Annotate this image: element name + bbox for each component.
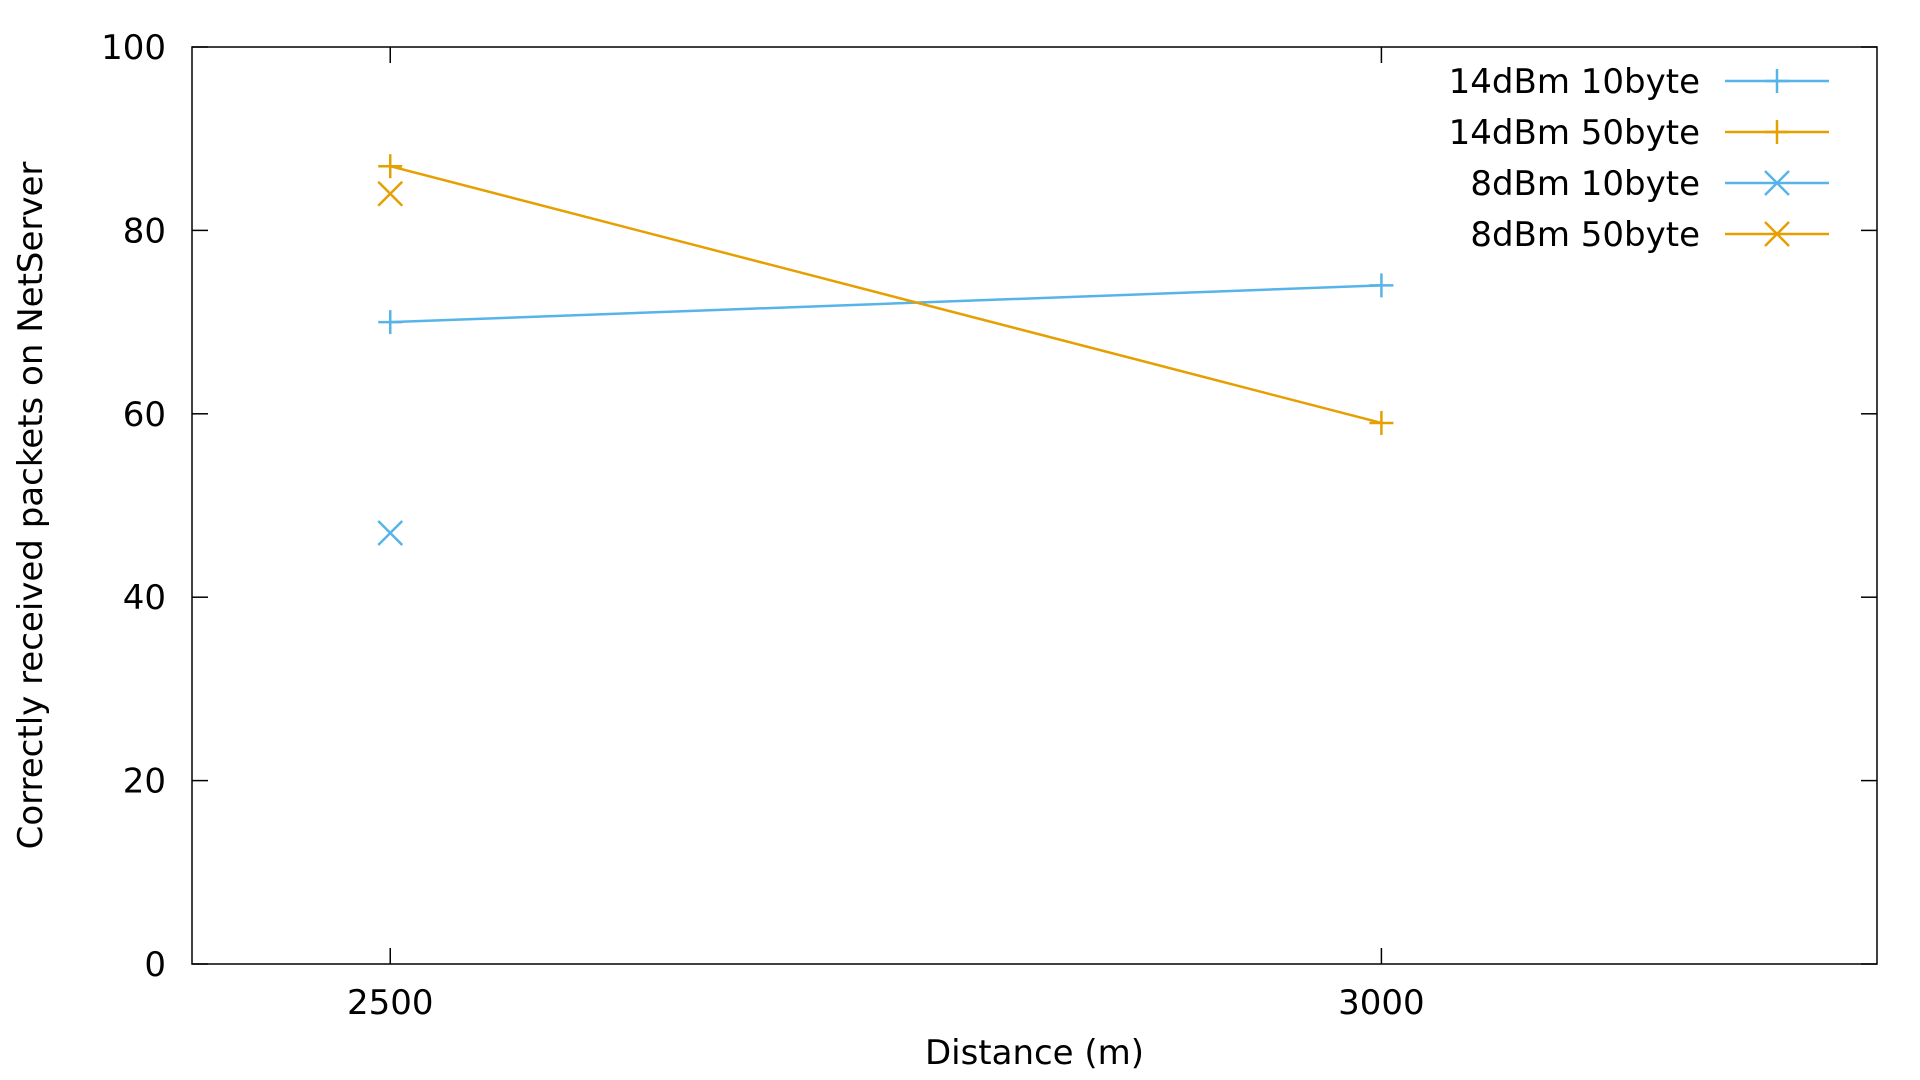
- legend-marker-d2: [1764, 170, 1790, 196]
- legend-marker: [1765, 69, 1789, 93]
- legend-entry: 8dBm 50byte: [1470, 215, 1829, 255]
- legend-marker: [1764, 221, 1790, 247]
- series-1: [378, 273, 1394, 335]
- series-layer: [377, 154, 1394, 546]
- plot-frame: [191, 46, 1878, 965]
- series-3: [377, 520, 404, 546]
- y-tick-label: 40: [123, 578, 166, 618]
- x-tick-label: 3000: [1338, 983, 1425, 1023]
- data-point: [378, 310, 403, 335]
- data-point: [377, 520, 404, 546]
- axis-ticks: [192, 46, 1877, 965]
- y-tick-label: 0: [144, 945, 166, 985]
- legend-marker: [1765, 120, 1789, 144]
- legend-label: 14dBm 10byte: [1449, 62, 1700, 102]
- legend-label: 8dBm 50byte: [1470, 215, 1700, 255]
- legend-marker-d2: [1764, 221, 1790, 247]
- x-tick-label: 2500: [347, 983, 434, 1023]
- y-tick-label: 60: [123, 395, 166, 435]
- series-line: [390, 284, 1382, 324]
- series-line: [389, 164, 1382, 425]
- legend-marker: [1764, 170, 1790, 196]
- y-axis-title: Correctly received packets on NetServer: [11, 162, 51, 850]
- legend-label: 8dBm 10byte: [1470, 164, 1700, 204]
- legend-entry: 14dBm 10byte: [1449, 62, 1829, 102]
- data-point-d2: [377, 180, 404, 207]
- y-tick-label: 100: [101, 28, 166, 68]
- y-tick-label: 20: [123, 762, 166, 802]
- series-4: [377, 180, 404, 207]
- series-2: [378, 154, 1394, 435]
- data-point-d2: [377, 520, 404, 546]
- x-axis-title: Distance (m): [925, 1033, 1144, 1073]
- y-tick-label: 80: [123, 211, 166, 251]
- data-point: [1369, 410, 1394, 435]
- legend: 14dBm 10byte 14dBm 50byte 8dBm 10byte 8dBm …: [1449, 62, 1829, 255]
- data-point: [1369, 273, 1394, 298]
- plot-area-border: [191, 46, 1878, 965]
- legend-entry: 14dBm 50byte: [1449, 113, 1829, 153]
- legend-entry: 8dBm 10byte: [1470, 164, 1829, 204]
- axis-tick-labels: 0 20 40 60 80 100 2500 3000: [101, 28, 1425, 1023]
- data-point: [378, 154, 403, 179]
- data-point: [377, 180, 404, 207]
- legend-label: 14dBm 50byte: [1449, 113, 1700, 153]
